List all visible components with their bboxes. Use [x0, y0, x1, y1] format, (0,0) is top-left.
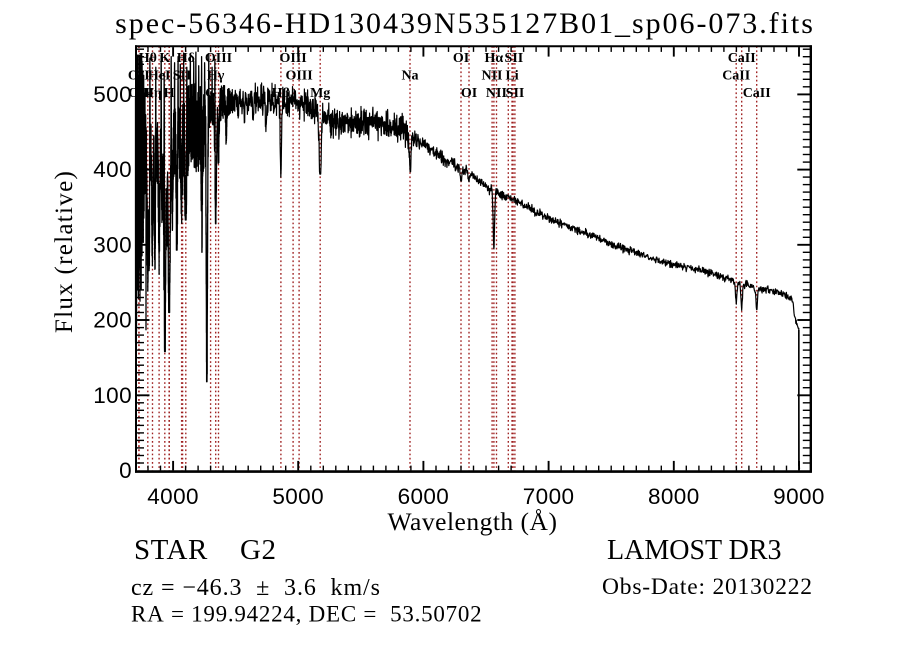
svg-text:spec-56346-HD130439N535127B01_: spec-56346-HD130439N535127B01_sp06-073.f…	[115, 7, 815, 40]
svg-text:100: 100	[93, 383, 132, 408]
svg-text:OIII: OIII	[205, 51, 232, 66]
svg-text:OIII: OIII	[285, 69, 312, 84]
svg-text:0: 0	[119, 458, 132, 483]
svg-text:CaII: CaII	[728, 51, 756, 66]
svg-text:NII: NII	[486, 86, 507, 101]
svg-text:Na: Na	[401, 69, 418, 84]
svg-text:6000: 6000	[398, 484, 450, 509]
svg-text:cz = −46.3 ± 3.6 km/s: cz = −46.3 ± 3.6 km/s	[131, 575, 381, 601]
svg-text:Wavelength (Å): Wavelength (Å)	[388, 507, 558, 536]
svg-text:STAR: STAR	[134, 534, 208, 566]
svg-text:4000: 4000	[147, 484, 199, 509]
svg-text:500: 500	[93, 82, 132, 107]
svg-text:OII: OII	[128, 86, 150, 101]
svg-text:Flux (relative): Flux (relative)	[51, 170, 78, 333]
svg-text:Hθ: Hθ	[139, 51, 157, 66]
svg-text:H: H	[164, 86, 175, 101]
svg-text:HeI: HeI	[148, 69, 171, 84]
svg-text:CaII: CaII	[722, 69, 750, 84]
svg-text:9000: 9000	[773, 484, 825, 509]
svg-text:5000: 5000	[272, 484, 324, 509]
svg-text:OI: OI	[461, 86, 477, 101]
svg-text:K: K	[159, 51, 170, 66]
svg-text:SII: SII	[506, 86, 525, 101]
svg-text:G2: G2	[240, 534, 276, 566]
svg-text:300: 300	[93, 232, 132, 257]
svg-text:OIII: OIII	[279, 51, 306, 66]
svg-text:OI: OI	[453, 51, 469, 66]
svg-text:OII: OII	[128, 69, 150, 84]
svg-text:7000: 7000	[523, 484, 575, 509]
svg-text:SII: SII	[173, 69, 192, 84]
svg-text:Obs-Date: 20130222: Obs-Date: 20130222	[602, 574, 813, 600]
svg-text:Hβ: Hβ	[272, 86, 290, 101]
svg-text:SII: SII	[505, 51, 524, 66]
svg-text:Li: Li	[505, 69, 518, 84]
svg-text:Hγ: Hγ	[207, 69, 225, 84]
svg-text:400: 400	[93, 157, 132, 182]
svg-text:Mg: Mg	[310, 86, 330, 101]
svg-text:Hδ: Hδ	[177, 51, 195, 66]
svg-text:CaII: CaII	[743, 86, 771, 101]
svg-text:Hη: Hη	[143, 86, 162, 101]
svg-text:G: G	[205, 86, 216, 101]
svg-text:200: 200	[93, 308, 132, 333]
svg-text:LAMOST DR3: LAMOST DR3	[607, 535, 782, 566]
svg-text:8000: 8000	[648, 484, 700, 509]
svg-text:NII: NII	[481, 69, 502, 84]
svg-text:Hα: Hα	[485, 51, 504, 66]
svg-text:RA = 199.94224, DEC = 53.5070: RA = 199.94224, DEC = 53.50702	[131, 602, 482, 627]
